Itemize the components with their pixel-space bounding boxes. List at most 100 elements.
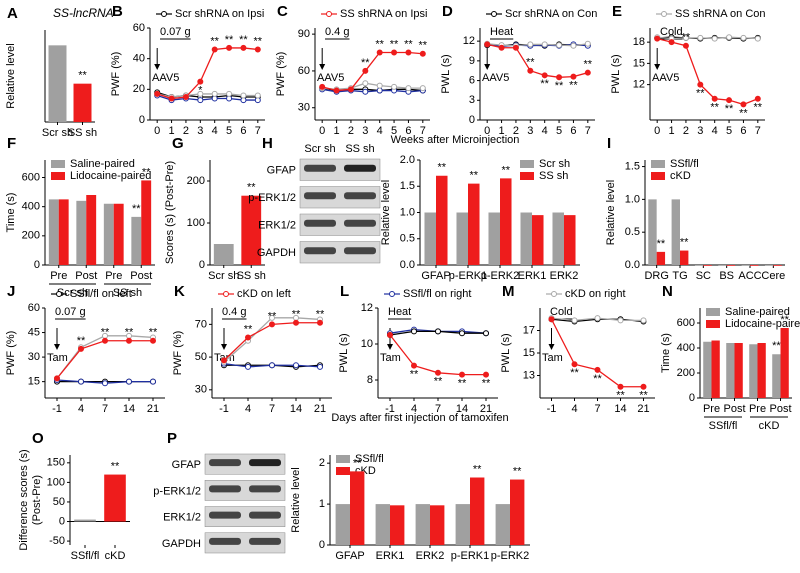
y-axis-title: PWL (s) xyxy=(500,333,512,372)
x-tick-label: 21 xyxy=(314,403,326,415)
x-tick-label: 5 xyxy=(391,125,397,137)
legend-label: SSfl/fl xyxy=(355,453,384,465)
legend-label: Lidocaine-paired xyxy=(70,170,151,182)
bar xyxy=(500,178,512,265)
x-tick-label: 14 xyxy=(123,403,135,415)
data-point xyxy=(391,49,398,56)
x-tick-label: 3 xyxy=(362,125,368,137)
significance-label: ** xyxy=(710,102,719,114)
y-tick-label: 60 xyxy=(28,302,40,314)
bar xyxy=(648,199,657,265)
data-point xyxy=(362,67,369,74)
y-tick-label: 100 xyxy=(47,476,65,488)
data-point xyxy=(319,83,326,90)
x-tick-label: 7 xyxy=(435,403,441,415)
y-axis-title: Relative level xyxy=(380,180,392,245)
annotation: Heat xyxy=(388,306,411,318)
x-tick-label: SSfl/fl xyxy=(71,550,100,562)
annotation: Cold xyxy=(660,26,683,38)
y-tick-label: 30 xyxy=(298,102,310,114)
bar xyxy=(104,474,126,522)
blot-band xyxy=(209,511,241,519)
x-tick-label: SS sh xyxy=(68,127,97,139)
data-point xyxy=(405,85,412,92)
legend-swatch xyxy=(520,160,534,168)
y-tick-label: 30 xyxy=(195,384,207,396)
data-point xyxy=(54,375,60,382)
data-point xyxy=(682,34,689,41)
bar xyxy=(764,265,774,266)
significance-label: ** xyxy=(244,323,253,335)
data-point xyxy=(483,371,489,378)
bar xyxy=(726,265,736,266)
significance-label: * xyxy=(198,85,203,97)
x-tick-label: cKD xyxy=(105,550,126,562)
panel-label: H xyxy=(262,135,273,152)
data-point xyxy=(617,317,624,324)
significance-label: ** xyxy=(526,57,535,69)
y-axis-title: Difference scores (s) xyxy=(18,449,30,550)
x-tick-label: 1 xyxy=(169,125,175,137)
y-tick-label: 50 xyxy=(53,496,65,508)
data-point xyxy=(254,92,261,99)
data-point xyxy=(668,39,675,46)
legend-marker xyxy=(551,291,557,297)
data-point xyxy=(640,383,647,390)
x-tick-label: 6 xyxy=(240,125,246,137)
annotation: AAV5 xyxy=(317,72,344,84)
data-point xyxy=(435,369,441,376)
x-tick-label: Cere xyxy=(761,270,785,282)
bar xyxy=(470,477,485,545)
data-point xyxy=(541,72,548,79)
significance-label: ** xyxy=(404,38,413,50)
data-point xyxy=(245,334,251,341)
x-tick-label: 7 xyxy=(594,403,600,415)
x-tick-label: 14 xyxy=(290,403,302,415)
data-point xyxy=(571,317,578,324)
significance-label: ** xyxy=(375,38,384,50)
x-tick-label: Pre xyxy=(50,270,67,282)
data-point xyxy=(512,44,519,51)
data-point xyxy=(419,50,426,57)
significance-label: ** xyxy=(473,463,482,475)
y-axis-title: Scores (s) (Post-Pre) xyxy=(164,161,176,264)
bar xyxy=(552,212,564,265)
legend-swatch xyxy=(336,467,350,475)
x-tick-label: Pre xyxy=(105,270,122,282)
significance-label: ** xyxy=(292,309,301,321)
data-point xyxy=(726,34,733,41)
y-tick-label: 0 xyxy=(689,392,695,404)
significance-label: ** xyxy=(680,236,689,248)
legend-marker xyxy=(161,11,167,17)
legend-label: Scr shRNA on Ipsi xyxy=(175,8,264,20)
y-axis-title: PWL (s) xyxy=(338,333,350,372)
panel-label: I xyxy=(607,135,611,152)
bar xyxy=(58,199,69,265)
legend-swatch xyxy=(651,160,665,168)
y-tick-label: 100 xyxy=(187,217,205,229)
x-tick-label: 4 xyxy=(377,125,383,137)
data-point xyxy=(150,378,156,385)
blot-row-label: ERK1/2 xyxy=(258,220,296,232)
data-point xyxy=(594,315,601,322)
bar xyxy=(694,265,704,266)
significance-label: ** xyxy=(639,390,648,402)
x-axis-title: Weeks after Microinjection xyxy=(391,134,520,146)
y-tick-label: 0.5 xyxy=(625,226,640,238)
x-tick-label: 3 xyxy=(697,125,703,137)
blot-row-label: GAPDH xyxy=(257,247,296,259)
data-point xyxy=(754,35,761,42)
legend-label: SS sh xyxy=(539,170,568,182)
y-tick-label: 1.5 xyxy=(625,160,640,172)
data-point xyxy=(269,362,275,369)
annotation: Tam xyxy=(380,352,401,364)
y-tick-label: 17 xyxy=(523,324,535,336)
data-point xyxy=(754,95,761,102)
y-tick-label: 200 xyxy=(677,367,695,379)
x-tick-label: 7 xyxy=(102,403,108,415)
data-point xyxy=(411,328,417,335)
x-tick-label: p-ERK2 xyxy=(491,550,530,562)
group-label: SSfl/fl xyxy=(709,420,738,432)
x-tick-label: 2 xyxy=(683,125,689,137)
data-point xyxy=(654,35,661,42)
